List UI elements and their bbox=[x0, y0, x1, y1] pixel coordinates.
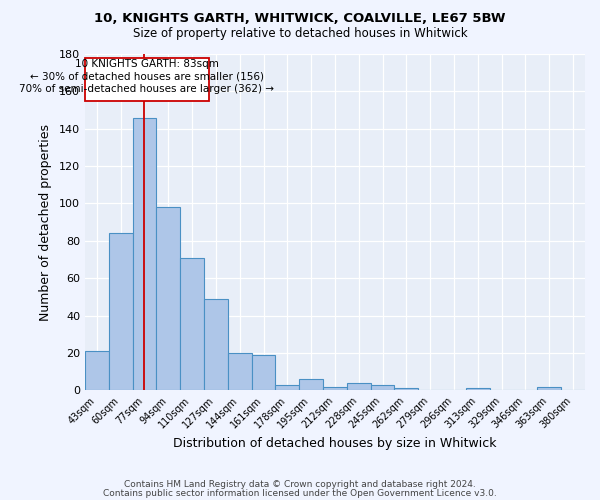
Bar bbox=[347, 383, 371, 390]
Bar bbox=[394, 388, 418, 390]
Bar bbox=[204, 298, 228, 390]
Text: Contains public sector information licensed under the Open Government Licence v3: Contains public sector information licen… bbox=[103, 488, 497, 498]
Bar bbox=[538, 386, 561, 390]
Bar bbox=[466, 388, 490, 390]
Bar bbox=[109, 234, 133, 390]
Text: 10, KNIGHTS GARTH, WHITWICK, COALVILLE, LE67 5BW: 10, KNIGHTS GARTH, WHITWICK, COALVILLE, … bbox=[94, 12, 506, 26]
Text: Contains HM Land Registry data © Crown copyright and database right 2024.: Contains HM Land Registry data © Crown c… bbox=[124, 480, 476, 489]
Bar bbox=[133, 118, 157, 390]
Bar bbox=[371, 384, 394, 390]
Text: 10 KNIGHTS GARTH: 83sqm: 10 KNIGHTS GARTH: 83sqm bbox=[75, 60, 219, 70]
Text: ← 30% of detached houses are smaller (156): ← 30% of detached houses are smaller (15… bbox=[30, 72, 264, 82]
Bar bbox=[251, 355, 275, 390]
FancyBboxPatch shape bbox=[85, 58, 209, 100]
Bar bbox=[157, 207, 180, 390]
Bar bbox=[85, 351, 109, 391]
Bar bbox=[180, 258, 204, 390]
Bar bbox=[275, 384, 299, 390]
Text: Size of property relative to detached houses in Whitwick: Size of property relative to detached ho… bbox=[133, 28, 467, 40]
Bar bbox=[228, 353, 251, 391]
X-axis label: Distribution of detached houses by size in Whitwick: Distribution of detached houses by size … bbox=[173, 437, 497, 450]
Bar bbox=[299, 379, 323, 390]
Y-axis label: Number of detached properties: Number of detached properties bbox=[39, 124, 52, 320]
Text: 70% of semi-detached houses are larger (362) →: 70% of semi-detached houses are larger (… bbox=[19, 84, 274, 94]
Bar bbox=[323, 386, 347, 390]
